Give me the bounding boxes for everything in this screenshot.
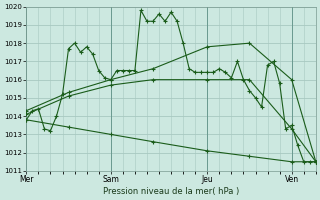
X-axis label: Pression niveau de la mer( hPa ): Pression niveau de la mer( hPa ) — [103, 187, 239, 196]
